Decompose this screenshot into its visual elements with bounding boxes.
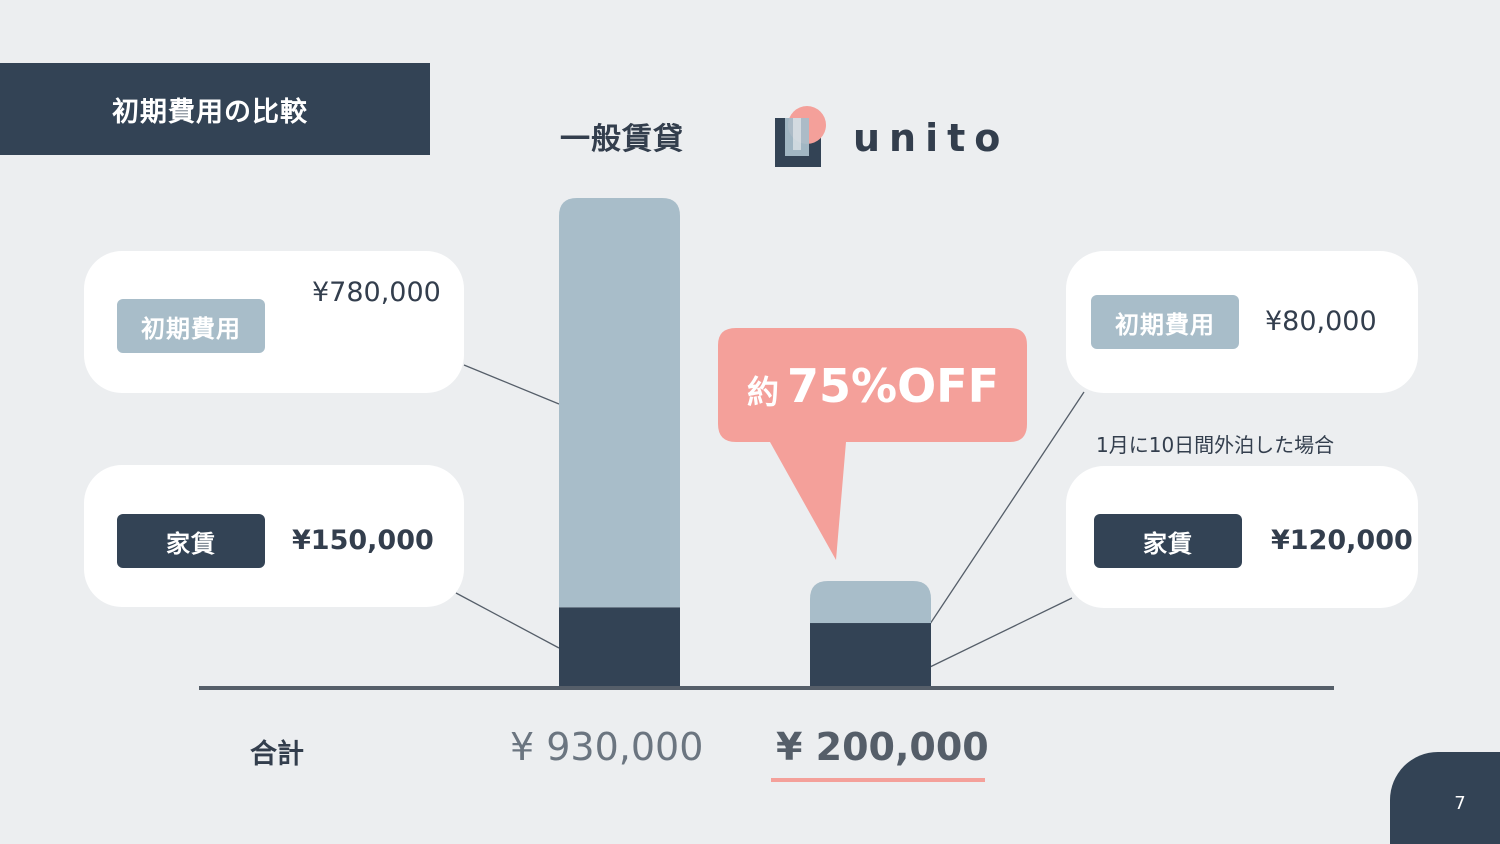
- value-general-rent: ¥150,000: [292, 525, 434, 556]
- callout-prefix: 約: [746, 373, 779, 411]
- connector-unito-rent: [929, 597, 1073, 668]
- unito-rent-note: 1月に10日間外泊した場合: [1096, 433, 1335, 457]
- value-unito-initial: ¥80,000: [1265, 306, 1377, 337]
- column-header-general: 一般賃貸: [560, 122, 684, 157]
- value-unito-rent: ¥120,000: [1271, 525, 1413, 556]
- total-unito: ¥ 200,000: [776, 725, 989, 769]
- connector-unito-initial: [929, 391, 1085, 625]
- value-general-initial: ¥780,000: [312, 277, 441, 308]
- bar-general-rent: [559, 607, 680, 686]
- card-unito-rent: 家賃 ¥120,000: [1066, 466, 1418, 608]
- column-header-unito: unito: [853, 116, 1010, 160]
- total-general: ¥ 930,000: [510, 725, 704, 769]
- callout-discount: 75%OFF: [786, 359, 1000, 413]
- connector-general-initial: [463, 364, 560, 405]
- discount-callout: 約 75%OFF: [718, 330, 1028, 442]
- card-general-initial: 初期費用 ¥780,000: [84, 251, 464, 393]
- badge-rent: 家賃: [1094, 514, 1242, 568]
- connector-general-rent: [455, 592, 560, 649]
- badge-rent: 家賃: [117, 514, 265, 568]
- bar-general-initial: [559, 198, 680, 608]
- badge-initial-cost: 初期費用: [117, 299, 265, 353]
- slide-title: 初期費用の比較: [0, 63, 430, 155]
- callout-bubble: [718, 328, 1027, 560]
- total-label: 合計: [250, 739, 304, 770]
- connector-lines: [455, 364, 1085, 668]
- bar-unito-rent: [810, 623, 931, 686]
- card-unito-initial: 初期費用 ¥80,000: [1066, 251, 1418, 393]
- stacked-bars: [559, 198, 931, 686]
- bar-unito-initial: [810, 581, 931, 624]
- card-general-rent: 家賃 ¥150,000: [84, 465, 464, 607]
- unito-logo-icon: [775, 106, 826, 167]
- page-number: 7: [1390, 752, 1500, 844]
- total-unito-underline: [771, 778, 985, 782]
- badge-initial-cost: 初期費用: [1091, 295, 1239, 349]
